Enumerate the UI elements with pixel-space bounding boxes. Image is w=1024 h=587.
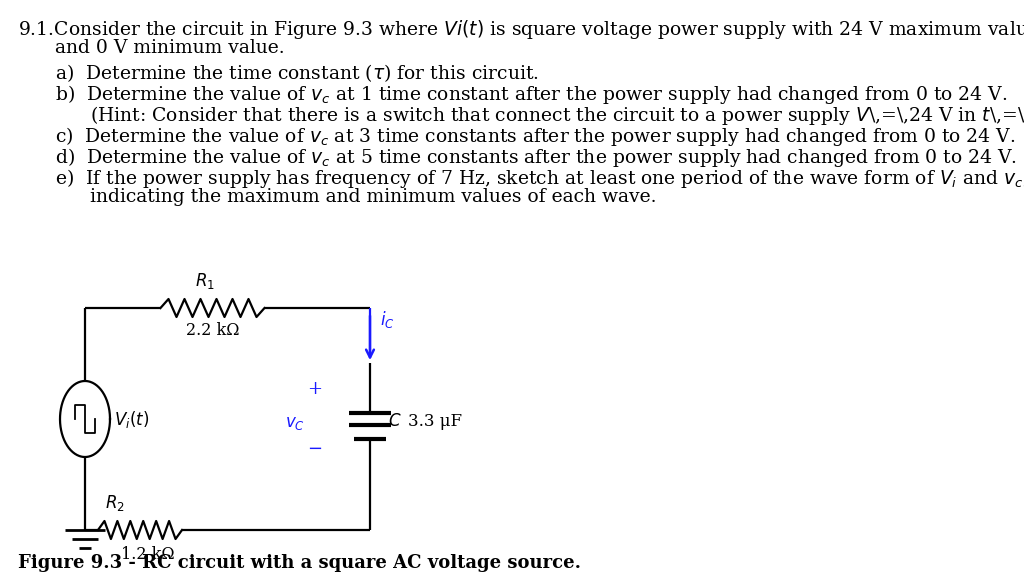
- Text: 9.1.Consider the circuit in Figure 9.3 where $\mathit{Vi}(t)$ is square voltage : 9.1.Consider the circuit in Figure 9.3 w…: [18, 18, 1024, 41]
- Text: d)  Determine the value of $v_c$ at 5 time constants after the power supply had : d) Determine the value of $v_c$ at 5 tim…: [55, 146, 1017, 169]
- Text: a)  Determine the time constant ($\tau$) for this circuit.: a) Determine the time constant ($\tau$) …: [55, 62, 539, 84]
- Text: b)  Determine the value of $v_c$ at 1 time constant after the power supply had c: b) Determine the value of $v_c$ at 1 tim…: [55, 83, 1008, 106]
- Text: (Hint: Consider that there is a switch that connect the circuit to a power suppl: (Hint: Consider that there is a switch t…: [90, 104, 1024, 127]
- Text: −: −: [307, 440, 323, 458]
- Text: $V_i(t)$: $V_i(t)$: [114, 409, 150, 430]
- Text: +: +: [307, 380, 323, 398]
- Text: e)  If the power supply has frequency of 7 Hz, sketch at least one period of the: e) If the power supply has frequency of …: [55, 167, 1024, 190]
- Text: 3.3 μF: 3.3 μF: [408, 413, 462, 430]
- Text: Figure 9.3 - RC circuit with a square AC voltage source.: Figure 9.3 - RC circuit with a square AC…: [18, 554, 581, 572]
- Text: 1.2 kΩ: 1.2 kΩ: [121, 546, 175, 563]
- Text: indicating the maximum and minimum values of each wave.: indicating the maximum and minimum value…: [90, 188, 656, 206]
- Text: $v_C$: $v_C$: [285, 416, 305, 433]
- Text: $C$: $C$: [388, 413, 401, 430]
- Text: $i_C$: $i_C$: [380, 309, 394, 330]
- Text: and 0 V minimum value.: and 0 V minimum value.: [55, 39, 285, 57]
- Text: $R_1$: $R_1$: [195, 271, 214, 291]
- Text: $R_2$: $R_2$: [105, 493, 125, 513]
- Text: c)  Determine the value of $v_c$ at 3 time constants after the power supply had : c) Determine the value of $v_c$ at 3 tim…: [55, 125, 1016, 148]
- Text: 2.2 kΩ: 2.2 kΩ: [185, 322, 240, 339]
